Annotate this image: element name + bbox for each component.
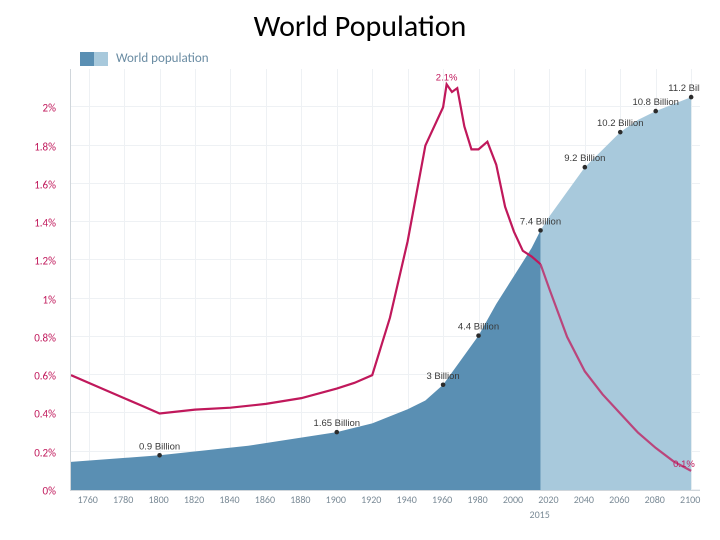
population-data-point (476, 333, 481, 338)
x-tick-label: 1820 (177, 493, 211, 506)
reference-year-label: 2015 (530, 508, 550, 521)
x-tick-label: 1920 (354, 493, 388, 506)
x-tick-label: 1880 (283, 493, 317, 506)
population-data-label: 7.4 Billion (520, 216, 561, 227)
x-tick-label: 1800 (142, 493, 176, 506)
y-tick-label: 1.6% (34, 178, 56, 191)
y-tick-label: 1.2% (34, 255, 56, 268)
x-tick-label: 1860 (248, 493, 282, 506)
x-tick-label: 1780 (106, 493, 140, 506)
growth-end-label: 0.1% (673, 459, 695, 470)
population-data-point (689, 95, 694, 100)
population-data-point (618, 130, 623, 135)
x-tick-label: 2080 (638, 493, 672, 506)
y-tick-label: 0.2% (34, 446, 56, 459)
x-tick-label: 1840 (212, 493, 246, 506)
x-tick-label: 1760 (71, 493, 105, 506)
chart-legend: World population (80, 51, 209, 66)
population-data-point (538, 228, 543, 233)
population-data-label: 3 Billion (426, 371, 459, 382)
y-tick-label: 0.4% (34, 408, 56, 421)
population-data-point (334, 430, 339, 435)
y-tick-label: 1.4% (34, 217, 56, 230)
y-tick-label: 0.6% (34, 370, 56, 383)
population-chart: World population 0% 0.2% 0.4% 0.6% 0.8% 1% 1.2… (20, 51, 700, 521)
x-tick-label: 1940 (390, 493, 424, 506)
y-axis: 0%0.2%0.4%0.6%0.8%1%1.2%1.4%1.6%1.8%2% (20, 69, 60, 491)
y-tick-label: 1% (43, 293, 56, 306)
y-tick-label: 0% (43, 485, 56, 498)
population-data-label: 1.65 Billion (314, 418, 360, 429)
x-tick-label: 1960 (425, 493, 459, 506)
population-data-point (157, 453, 162, 458)
population-data-label: 10.2 Billion (597, 118, 643, 129)
legend-swatch-icon (80, 52, 108, 66)
x-tick-label: 2100 (673, 493, 707, 506)
page-title: World Population (0, 0, 720, 51)
x-tick-label: 2020 (531, 493, 565, 506)
x-tick-label: 1980 (461, 493, 495, 506)
population-data-point (583, 165, 588, 170)
population-data-label: 11.2 Billion (668, 83, 700, 94)
population-data-label: 4.4 Billion (458, 322, 499, 333)
y-tick-label: 0.8% (34, 331, 56, 344)
population-area-future (541, 97, 692, 490)
y-tick-label: 2% (43, 102, 56, 115)
population-data-label: 0.9 Billion (139, 441, 180, 452)
y-tick-label: 1.8% (34, 140, 56, 153)
x-axis: 1760178018001820184018601880190019201940… (70, 491, 700, 511)
population-data-label: 10.8 Billion (632, 97, 678, 108)
population-data-point (441, 382, 446, 387)
legend-label: World population (116, 51, 209, 66)
x-tick-label: 2040 (567, 493, 601, 506)
growth-peak-label: 2.1% (436, 72, 458, 83)
x-tick-label: 1900 (319, 493, 353, 506)
x-tick-label: 2000 (496, 493, 530, 506)
plot-area: 2.1% 0.1% 0.9 Billion 1.65 Billion 3 Billion… (70, 69, 700, 491)
population-data-label: 9.2 Billion (564, 153, 605, 164)
population-data-point (653, 109, 658, 114)
x-tick-label: 2060 (602, 493, 636, 506)
